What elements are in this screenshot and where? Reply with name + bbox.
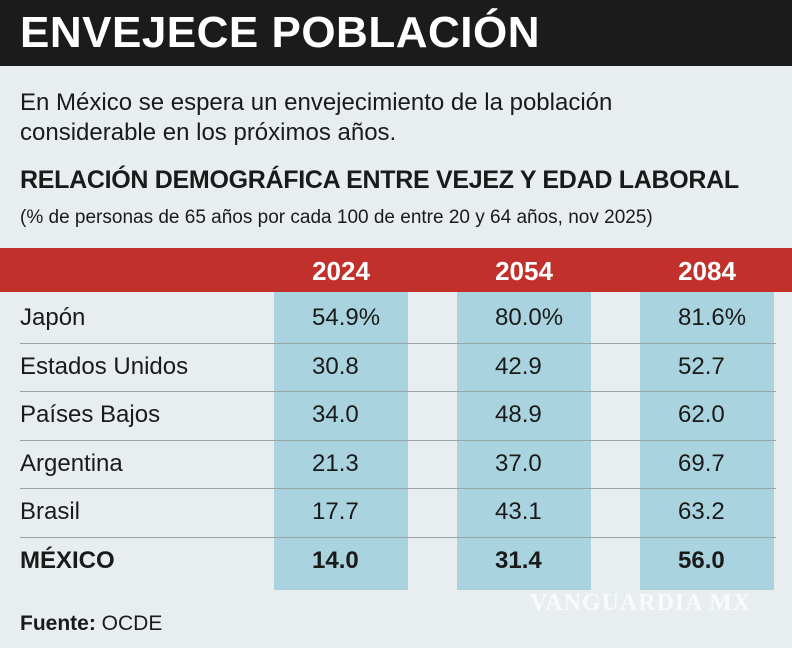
column-header: 2024 <box>312 256 370 286</box>
row-label: Argentina <box>20 449 123 477</box>
row-separator <box>20 391 776 393</box>
row-separator <box>20 537 776 538</box>
column-header: 2084 <box>678 256 736 286</box>
cell-value: 69.7 <box>678 449 725 477</box>
cell-value: 34.0 <box>312 401 359 429</box>
cell-value: 80.0% <box>495 304 564 331</box>
cell-value: 17.7 <box>312 498 359 526</box>
cell-value: 81.6% <box>678 304 747 331</box>
header-band <box>0 0 792 66</box>
cell-value: 54.9% <box>312 304 381 331</box>
column-shade <box>640 292 774 590</box>
cell-value: 48.9 <box>495 401 542 429</box>
row-label: MÉXICO <box>20 547 115 574</box>
row-label: Países Bajos <box>20 401 161 429</box>
cell-value: 63.2 <box>678 498 725 526</box>
row-separator <box>20 488 776 490</box>
table-subtitle: (% de personas de 65 años por cada 100 d… <box>20 207 653 228</box>
cell-value: 62.0 <box>678 401 725 429</box>
intro: En México se espera un envejecimiento de… <box>20 89 613 146</box>
row-label: Brasil <box>20 498 81 526</box>
watermark: VANGUARDIA MX <box>530 590 752 616</box>
column-shade <box>274 292 408 590</box>
cell-value: 52.7 <box>678 352 725 380</box>
cell-value: 37.0 <box>495 449 542 477</box>
row-separator <box>20 439 776 441</box>
cell-value: 56.0 <box>678 547 725 574</box>
row-label: Estados Unidos <box>20 352 189 380</box>
title: ENVEJECE POBLACIÓN <box>20 8 540 57</box>
row-label: Japón <box>20 304 86 331</box>
cell-value: 31.4 <box>495 547 542 574</box>
cell-value: 43.1 <box>495 498 542 526</box>
row-separator <box>20 342 776 344</box>
column-header: 2054 <box>495 256 553 286</box>
header-row <box>0 248 792 292</box>
source: Fuente: OCDE <box>20 612 162 636</box>
cell-value: 21.3 <box>312 449 359 477</box>
cell-value: 14.0 <box>312 547 359 574</box>
cell-value: 30.8 <box>312 352 359 380</box>
column-shade <box>457 292 591 590</box>
cell-value: 42.9 <box>495 352 542 380</box>
source-text: OCDE <box>101 612 163 635</box>
source-label: Fuente: <box>20 612 96 635</box>
table-title: RELACIÓN DEMOGRÁFICA ENTRE VEJEZ Y EDAD … <box>20 166 739 194</box>
